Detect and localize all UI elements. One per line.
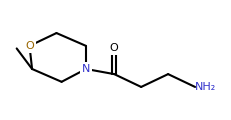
Text: N: N bbox=[82, 64, 90, 74]
Text: O: O bbox=[25, 41, 34, 51]
Text: O: O bbox=[110, 43, 119, 53]
Text: NH₂: NH₂ bbox=[195, 82, 216, 92]
